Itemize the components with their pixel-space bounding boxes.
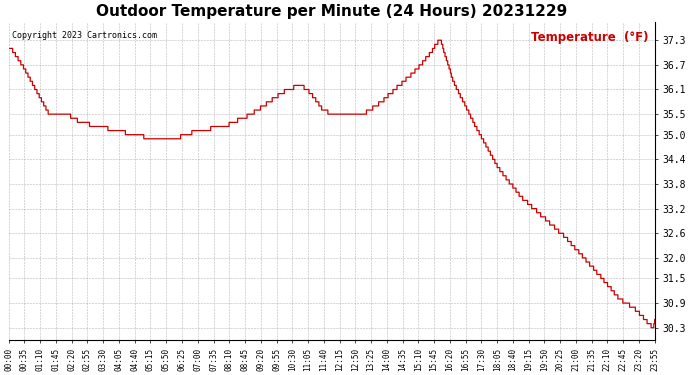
Text: Copyright 2023 Cartronics.com: Copyright 2023 Cartronics.com — [12, 31, 157, 40]
Title: Outdoor Temperature per Minute (24 Hours) 20231229: Outdoor Temperature per Minute (24 Hours… — [96, 4, 567, 19]
Text: Temperature  (°F): Temperature (°F) — [531, 31, 648, 44]
